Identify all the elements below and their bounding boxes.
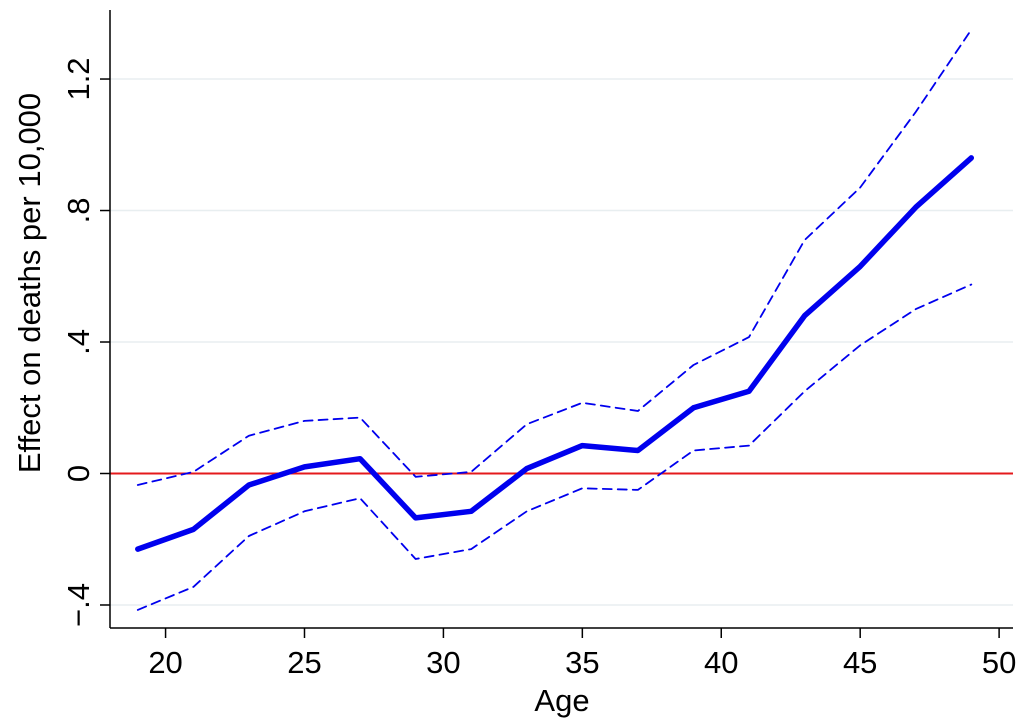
x-tick-label-4: 40: [704, 645, 738, 680]
grid-lines: [110, 78, 1013, 606]
y-axis-title: Effect on deaths per 10,000: [12, 93, 47, 473]
x-tick-label-6: 50: [982, 645, 1016, 680]
x-tick-label-1: 25: [287, 645, 321, 680]
x-tick-label-3: 35: [565, 645, 599, 680]
x-tick-label-0: 20: [148, 645, 182, 680]
y-tick-label-3: .8: [61, 198, 96, 224]
series-group: [135, 28, 975, 611]
series-line-estimate: [135, 155, 975, 552]
series-line-upper-ci: [136, 28, 973, 486]
y-tick-label-1: 0: [61, 465, 96, 482]
y-tick-label-2: .4: [61, 329, 96, 355]
y-tick-label-4: 1.2: [61, 57, 96, 100]
x-ticks: 20 25 30 35 40 45 50: [148, 628, 1016, 680]
x-tick-label-2: 30: [426, 645, 460, 680]
y-tick-label-0: −.4: [61, 583, 96, 627]
axes: [109, 10, 1013, 629]
x-tick-label-5: 45: [843, 645, 877, 680]
y-ticks: −.4 0 .4 .8 1.2: [61, 57, 110, 627]
x-axis-title: Age: [534, 683, 589, 718]
series-line-lower-ci: [136, 283, 973, 611]
